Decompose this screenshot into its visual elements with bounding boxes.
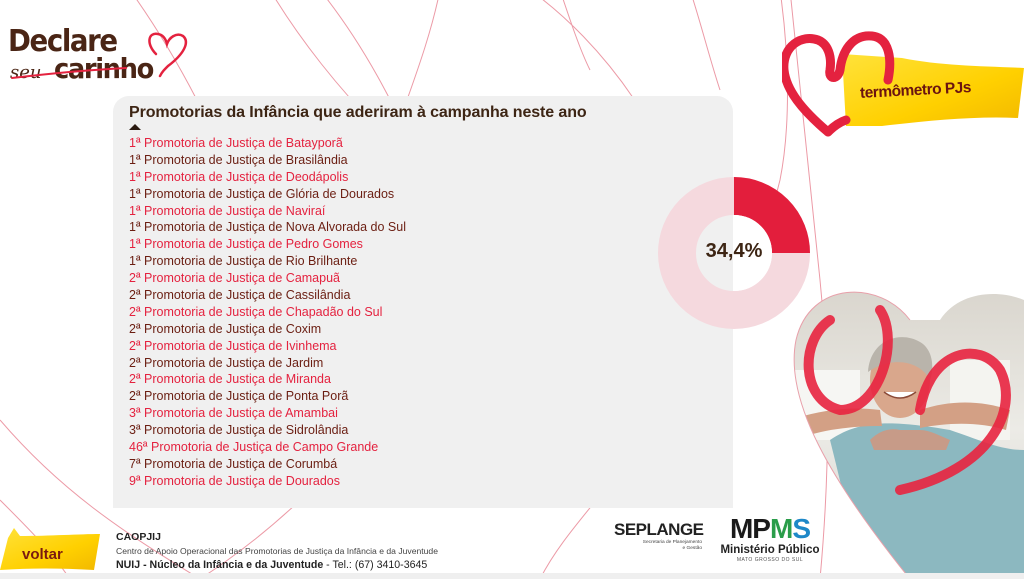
- promotoria-item: 3ª Promotoria de Justiça de Sidrolândia: [129, 423, 349, 438]
- promotoria-item: 2ª Promotoria de Justiça de Jardim: [129, 355, 324, 370]
- mpms-m: M: [769, 513, 793, 544]
- seplange-sub2: e Gestão: [682, 546, 702, 551]
- panel-title: Promotorias da Infância que aderiram à c…: [129, 104, 587, 121]
- termometro-pjs-badge: termômetro PJs: [782, 30, 1024, 140]
- promotoria-item: 1ª Promotoria de Justiça de Batayporã: [129, 136, 343, 150]
- promotoria-item: 3ª Promotoria de Justiça de Amambai: [129, 406, 338, 421]
- promotoria-item: 9ª Promotoria de Justiça de Dourados: [129, 473, 340, 488]
- voltar-button[interactable]: voltar: [0, 524, 104, 570]
- promotoria-item: 2ª Promotoria de Justiça de Chapadão do …: [129, 304, 383, 319]
- mpms-s: S: [792, 513, 811, 544]
- promotoria-item: 1ª Promotoria de Justiça de Pedro Gomes: [129, 237, 363, 252]
- sort-ascending-icon[interactable]: [129, 124, 141, 130]
- promotoria-item: 2ª Promotoria de Justiça de Ivinhema: [129, 338, 337, 353]
- promotoria-item: 2ª Promotoria de Justiça de Miranda: [129, 372, 331, 387]
- mpms-logo: MPMS Ministério Público MATO GROSSO DO S…: [718, 514, 822, 564]
- logo-line1: Declare: [8, 24, 118, 59]
- promotoria-item: 7ª Promotoria de Justiça de Corumbá: [129, 456, 338, 471]
- promotorias-list: 1ª Promotoria de Justiça de Batayporã 1ª …: [129, 135, 406, 490]
- footer-org: CAOPJIJ: [116, 531, 161, 543]
- promotoria-item: 1ª Promotoria de Justiça de Glória de Do…: [129, 186, 395, 201]
- logo-heart-icon: [11, 32, 188, 79]
- promotoria-item: 1ª Promotoria de Justiça de Rio Brilhant…: [129, 254, 358, 269]
- promotoria-item: 1ª Promotoria de Justiça de Deodápolis: [129, 169, 349, 184]
- footer-nuij: NUIJ - Núcleo da Infância e da Juventude…: [116, 558, 438, 572]
- nuij-tel: - Tel.: (67) 3410-3645: [323, 559, 428, 571]
- donut-percent-label: 34,4%: [705, 240, 763, 262]
- footer-org-desc: Centro de Apoio Operacional das Promotor…: [116, 546, 438, 556]
- voltar-label: voltar: [22, 546, 63, 563]
- declare-seu-carinho-logo: Declare seu carinho: [6, 26, 196, 88]
- promotoria-item: 1ª Promotoria de Justiça de Naviraí: [129, 203, 326, 218]
- nuij-name: NUIJ - Núcleo da Infância e da Juventude: [116, 559, 324, 571]
- seplange-name: SEPLANGE: [614, 520, 704, 539]
- mpms-name: Ministério Público: [720, 544, 820, 556]
- mpms-state: MATO GROSSO DO SUL: [736, 557, 804, 563]
- promotoria-item: 2ª Promotoria de Justiça de Ponta Porã: [129, 389, 349, 404]
- promotoria-item: 1ª Promotoria de Justiça de Brasilândia: [129, 152, 348, 167]
- promotoria-item: 2ª Promotoria de Justiça de Cassilândia: [129, 288, 351, 303]
- promotoria-item: 1ª Promotoria de Justiça de Nova Alvorad…: [129, 220, 407, 235]
- mpms-mp: MP: [729, 513, 771, 544]
- promotoria-item: 2ª Promotoria de Justiça de Coxim: [129, 321, 322, 336]
- footer-contact: CAOPJIJ Centro de Apoio Operacional das …: [116, 531, 438, 572]
- mpms-acronym: MPMS: [718, 514, 822, 544]
- bottom-strip: [0, 573, 1024, 579]
- seplange-logo: SEPLANGE Secretaria de Planejamento e Ge…: [614, 520, 704, 552]
- promotoria-item: 46ª Promotoria de Justiça de Campo Grand…: [129, 440, 379, 455]
- promotoria-item: 2ª Promotoria de Justiça de Camapuã: [129, 271, 340, 286]
